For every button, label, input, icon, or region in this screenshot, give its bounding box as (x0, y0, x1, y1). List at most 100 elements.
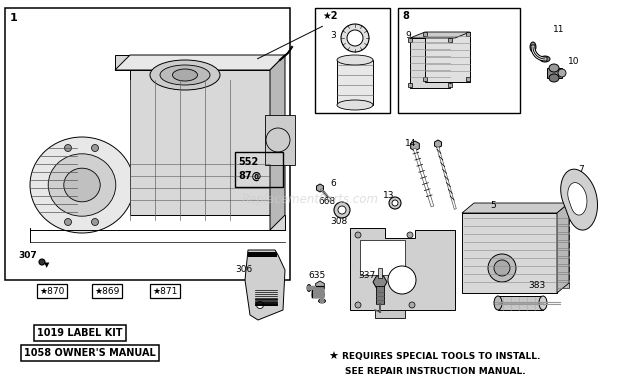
Ellipse shape (64, 168, 100, 202)
Bar (557, 274, 569, 280)
Ellipse shape (150, 60, 220, 90)
Text: 307: 307 (18, 251, 37, 259)
Ellipse shape (494, 296, 502, 310)
Polygon shape (115, 55, 285, 70)
Circle shape (92, 219, 99, 226)
Text: 552: 552 (238, 157, 259, 167)
Bar (462, 213, 557, 293)
Text: 383: 383 (528, 281, 545, 290)
Circle shape (389, 197, 401, 209)
Bar (423, 32, 427, 36)
Circle shape (64, 144, 71, 152)
Polygon shape (360, 240, 405, 275)
Text: ★870: ★870 (39, 286, 64, 296)
Bar (425, 32, 470, 82)
Bar (557, 242, 569, 248)
Circle shape (92, 144, 99, 152)
Bar (557, 250, 569, 256)
Circle shape (582, 179, 587, 184)
Bar (235, 152, 283, 187)
Bar (466, 32, 470, 36)
Bar (408, 38, 412, 42)
Text: ★2: ★2 (322, 11, 337, 21)
Bar (378, 268, 382, 278)
Polygon shape (270, 55, 285, 230)
Text: 8: 8 (402, 11, 409, 21)
Text: 668: 668 (318, 198, 335, 206)
Text: 87@: 87@ (238, 171, 262, 181)
Circle shape (355, 302, 361, 308)
Ellipse shape (549, 64, 559, 72)
Polygon shape (115, 55, 285, 230)
Bar (448, 38, 452, 42)
Circle shape (409, 302, 415, 308)
Text: 7: 7 (578, 166, 584, 174)
Text: ▼: ▼ (44, 262, 50, 268)
Text: 337: 337 (358, 271, 375, 280)
Text: 9: 9 (405, 30, 410, 40)
Bar (265, 115, 295, 165)
Circle shape (388, 266, 416, 294)
Ellipse shape (539, 296, 547, 310)
Text: 13: 13 (383, 191, 394, 199)
Circle shape (64, 219, 71, 226)
Ellipse shape (30, 137, 134, 233)
Text: 635: 635 (308, 271, 326, 280)
Text: SEE REPAIR INSTRUCTION MANUAL.: SEE REPAIR INSTRUCTION MANUAL. (345, 368, 526, 377)
Polygon shape (557, 203, 569, 293)
Circle shape (334, 202, 350, 218)
Text: 1019 LABEL KIT: 1019 LABEL KIT (37, 328, 123, 338)
Bar (398, 8, 520, 113)
Circle shape (392, 200, 398, 206)
Text: 6: 6 (330, 179, 336, 189)
Polygon shape (350, 228, 455, 310)
Polygon shape (560, 169, 598, 230)
Bar (376, 286, 384, 304)
Polygon shape (462, 203, 569, 213)
Text: 308: 308 (330, 218, 347, 226)
Bar (557, 226, 569, 232)
Polygon shape (245, 250, 285, 320)
Bar (557, 258, 569, 264)
Text: 306: 306 (235, 266, 252, 275)
Circle shape (558, 69, 566, 77)
Circle shape (355, 232, 361, 238)
Bar (547, 68, 562, 78)
Circle shape (582, 211, 587, 216)
Bar (557, 282, 569, 288)
Text: 11: 11 (553, 25, 564, 35)
Bar (5, 8, 290, 280)
Bar (557, 234, 569, 240)
Circle shape (257, 301, 264, 308)
Ellipse shape (319, 299, 326, 303)
Bar (337, 60, 373, 105)
Circle shape (341, 24, 369, 52)
Text: 1: 1 (10, 13, 18, 23)
Ellipse shape (48, 154, 116, 216)
Text: 5: 5 (490, 201, 496, 209)
Bar (423, 77, 427, 81)
Bar (466, 77, 470, 81)
Ellipse shape (337, 100, 373, 110)
Ellipse shape (540, 56, 550, 62)
Ellipse shape (337, 55, 373, 65)
Text: 14: 14 (405, 139, 417, 147)
Bar (410, 38, 450, 88)
Bar (375, 310, 405, 318)
Circle shape (563, 179, 568, 184)
Text: 10: 10 (568, 57, 580, 67)
Circle shape (563, 211, 568, 216)
Circle shape (347, 30, 363, 46)
Ellipse shape (307, 285, 311, 291)
Bar (557, 218, 569, 224)
Text: 1058 OWNER'S MANUAL: 1058 OWNER'S MANUAL (24, 348, 156, 358)
Text: ★: ★ (328, 352, 338, 362)
Bar (498, 296, 543, 310)
Ellipse shape (172, 69, 198, 81)
Circle shape (494, 260, 510, 276)
Ellipse shape (549, 74, 559, 82)
Text: 3: 3 (330, 32, 336, 40)
Polygon shape (568, 182, 587, 215)
Ellipse shape (530, 42, 536, 52)
Bar (408, 83, 412, 87)
